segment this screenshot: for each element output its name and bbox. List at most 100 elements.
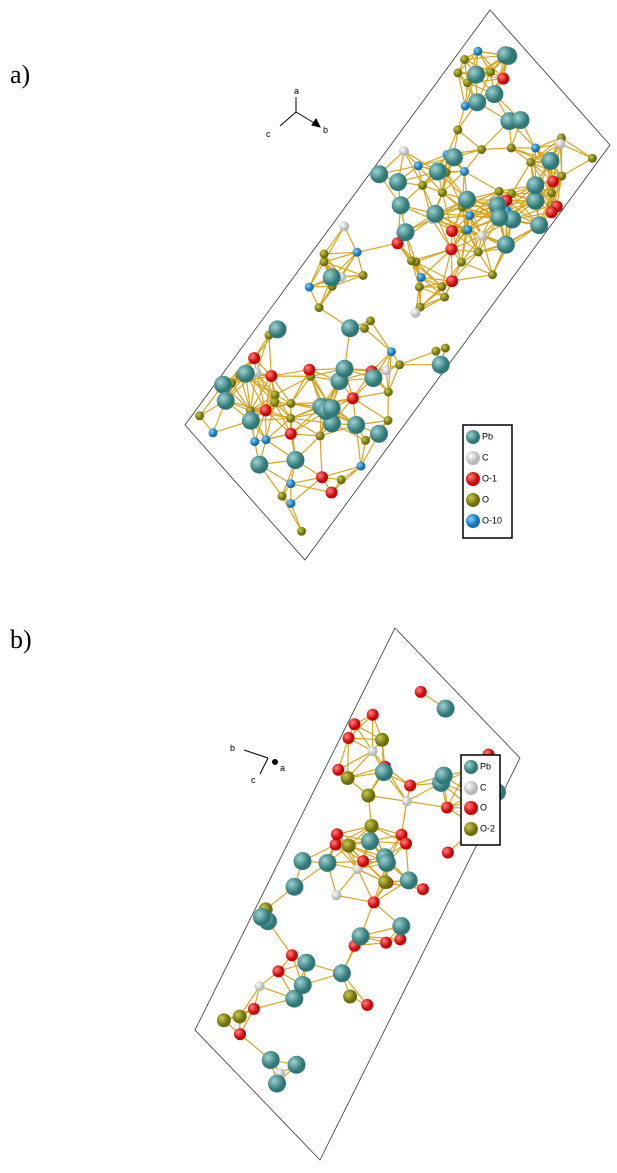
bond: [337, 869, 358, 895]
atom: [490, 209, 508, 227]
atom: [486, 68, 495, 77]
atom: [458, 191, 476, 209]
atom: [547, 176, 559, 188]
atom: [445, 148, 463, 166]
atom: [441, 802, 453, 814]
atom: [446, 225, 458, 237]
atom: [507, 143, 516, 152]
atom: [445, 243, 457, 255]
atom: [426, 205, 444, 223]
bond: [464, 171, 499, 191]
atom: [320, 257, 329, 266]
atom: [465, 211, 474, 220]
atom: [285, 428, 297, 440]
atom: [248, 1003, 260, 1015]
atom: [287, 451, 305, 469]
atom: [370, 425, 388, 443]
atom: [415, 283, 424, 292]
atom: [361, 436, 370, 445]
legend-label: O: [480, 802, 487, 812]
atom: [331, 828, 343, 840]
atom: [214, 376, 232, 394]
atom: [387, 347, 396, 356]
axis-label: b: [323, 125, 328, 135]
atom: [262, 435, 271, 444]
bond: [357, 243, 398, 252]
atom: [361, 832, 379, 850]
atom: [557, 172, 566, 181]
atom: [368, 896, 380, 908]
axis-label: a: [280, 763, 285, 773]
bond: [458, 130, 482, 150]
atom: [303, 364, 315, 376]
atom: [367, 709, 379, 721]
atom: [353, 248, 362, 257]
crystal-structure: [195, 628, 520, 1160]
atom: [526, 176, 544, 194]
atom: [497, 73, 509, 85]
crystal-structure: [185, 10, 610, 560]
axis-label: b: [230, 743, 235, 753]
atom: [357, 462, 366, 471]
legend-label: Pb: [482, 431, 493, 441]
atom: [441, 344, 450, 353]
atom: [495, 187, 504, 196]
atom: [402, 796, 412, 806]
atom: [285, 878, 303, 896]
atom: [270, 398, 279, 407]
legend-swatch: [466, 493, 480, 507]
atom: [467, 66, 485, 84]
atom: [326, 487, 338, 499]
atom: [488, 270, 497, 279]
atom: [375, 763, 393, 781]
atom: [339, 221, 349, 231]
atom: [242, 412, 260, 430]
atom: [272, 965, 284, 977]
atom: [432, 356, 450, 374]
atom: [384, 416, 393, 425]
legend-swatch: [466, 472, 480, 486]
legend-swatch: [466, 451, 480, 465]
atom: [336, 360, 354, 378]
atom: [352, 927, 370, 945]
atom: [547, 188, 556, 197]
bond: [560, 144, 592, 158]
atom: [253, 908, 271, 926]
unit-cell: [195, 628, 520, 1160]
axis-triad: [244, 750, 278, 774]
legend-swatch: [464, 781, 478, 795]
atom: [460, 167, 469, 176]
panel-label: a): [10, 60, 30, 89]
atom: [217, 1013, 231, 1027]
atom: [250, 437, 259, 446]
atom: [473, 47, 482, 56]
axis-label: c: [266, 129, 271, 139]
atom: [343, 732, 355, 744]
atom: [530, 216, 548, 234]
atom: [368, 746, 378, 756]
bond: [324, 226, 344, 254]
atom: [440, 293, 449, 302]
atom: [332, 890, 342, 900]
atom: [400, 838, 412, 850]
atom: [195, 411, 204, 420]
atom: [414, 161, 423, 170]
atom: [269, 320, 287, 338]
atom: [397, 223, 415, 241]
atom: [415, 686, 427, 698]
atom: [531, 144, 540, 153]
atom: [477, 145, 486, 154]
bond: [291, 376, 311, 403]
panel-label: b): [10, 625, 32, 654]
atom: [347, 416, 365, 434]
atom: [555, 139, 565, 149]
atom: [392, 196, 410, 214]
atom: [323, 268, 341, 286]
atom: [394, 933, 406, 945]
atom: [446, 275, 458, 287]
atom: [485, 85, 503, 103]
bond: [562, 158, 593, 176]
atom: [255, 981, 265, 991]
atom: [364, 369, 382, 387]
atom: [343, 990, 357, 1004]
